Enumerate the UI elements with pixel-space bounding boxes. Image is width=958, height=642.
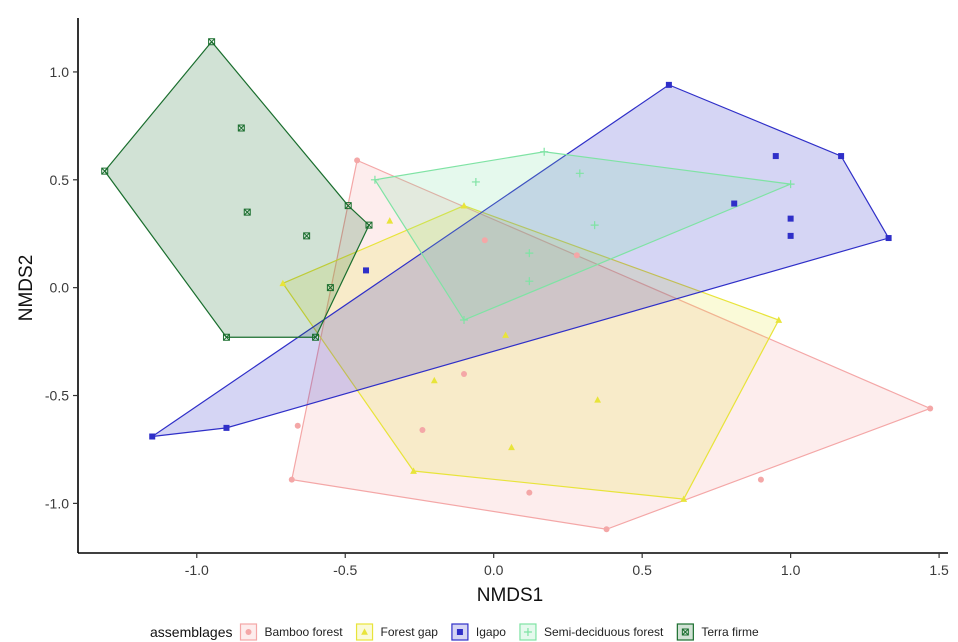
hull-terra-firme <box>103 40 370 338</box>
point-forest-gap-8 <box>508 443 515 451</box>
legend-label-semi-deciduous-forest: Semi-deciduous forest <box>544 625 664 639</box>
point-bamboo-forest-3 <box>481 237 488 244</box>
legend-marker-bamboo-forest <box>245 629 252 635</box>
point-igapo-1 <box>665 81 672 88</box>
point-terra-firme-10 <box>222 333 230 341</box>
point-forest-gap-10 <box>410 467 417 474</box>
point-forest-gap-3 <box>460 202 468 209</box>
point-terra-firme-6 <box>365 221 373 229</box>
y-tick-label: -0.5 <box>45 388 69 404</box>
legend-marker-igapo <box>456 629 463 635</box>
legend-label-igapo: Igapo <box>476 625 506 639</box>
point-igapo-4 <box>731 200 738 207</box>
point-terra-firme-5 <box>344 202 352 210</box>
legend-marker-terra-firme <box>681 628 689 636</box>
point-semi-deciduous-forest-7 <box>525 249 534 258</box>
point-semi-deciduous-forest-5 <box>786 180 795 189</box>
point-bamboo-forest-11 <box>288 476 295 483</box>
y-tick-label: 0.0 <box>50 280 70 296</box>
x-tick-label: 0.5 <box>632 562 652 578</box>
point-bamboo-forest-2 <box>294 422 301 429</box>
point-bamboo-forest-10 <box>603 526 610 533</box>
legend-label-terra-firme: Terra firme <box>701 625 759 639</box>
point-bamboo-forest-1 <box>354 157 361 164</box>
point-semi-deciduous-forest-8 <box>525 277 534 286</box>
y-tick-label: -1.0 <box>45 495 69 511</box>
point-forest-gap-7 <box>594 396 602 403</box>
axes: -1.0 -0.5 0.0 0.5 1.0 1.5 -1.0 -0.5 0.0 0.5 1.0 <box>45 18 949 578</box>
legend-marker-forest-gap <box>361 628 368 635</box>
x-tick-label: -1.0 <box>185 562 209 578</box>
hull-layer <box>103 40 932 530</box>
point-bamboo-forest-7 <box>526 489 533 496</box>
point-semi-deciduous-forest-3 <box>540 147 549 156</box>
point-terra-firme-2 <box>237 124 245 132</box>
point-igapo-7 <box>885 235 892 242</box>
y-axis-title: NMDS2 <box>16 255 37 322</box>
point-bamboo-forest-8 <box>757 476 764 483</box>
point-igapo-8 <box>363 267 370 274</box>
point-forest-gap-5 <box>502 331 509 338</box>
point-semi-deciduous-forest-9 <box>460 316 469 325</box>
point-forest-gap-4 <box>775 316 783 323</box>
point-forest-gap-6 <box>430 376 438 384</box>
point-terra-firme-9 <box>312 333 320 341</box>
point-semi-deciduous-forest-6 <box>590 221 599 230</box>
point-layer <box>101 38 934 533</box>
point-terra-firme-7 <box>303 232 311 240</box>
point-semi-deciduous-forest-4 <box>575 169 584 178</box>
point-forest-gap-9 <box>680 495 688 502</box>
point-igapo-6 <box>787 232 794 239</box>
point-igapo-10 <box>149 433 156 440</box>
legend-label-forest-gap: Forest gap <box>381 625 439 639</box>
point-semi-deciduous-forest-2 <box>471 177 480 186</box>
legend-title: assemblages <box>150 624 233 640</box>
point-bamboo-forest-4 <box>573 252 580 259</box>
point-bamboo-forest-5 <box>461 370 468 377</box>
legend-marker-semi-deciduous-forest <box>523 628 532 636</box>
x-tick-label: 1.5 <box>929 562 949 578</box>
hull-forest-gap <box>281 205 780 500</box>
point-bamboo-forest-6 <box>419 427 426 434</box>
point-semi-deciduous-forest-1 <box>370 175 379 184</box>
point-terra-firme-1 <box>208 38 216 46</box>
point-igapo-9 <box>223 424 230 431</box>
point-igapo-3 <box>772 153 779 160</box>
point-terra-firme-8 <box>326 284 334 292</box>
x-axis-title: NMDS1 <box>477 585 544 606</box>
y-tick-label: 1.0 <box>50 64 70 80</box>
x-tick-label: 1.0 <box>781 562 801 578</box>
x-tick-label: -0.5 <box>333 562 357 578</box>
point-bamboo-forest-9 <box>927 405 934 412</box>
point-forest-gap-1 <box>279 279 287 287</box>
y-tick-label: 0.5 <box>50 172 70 188</box>
point-igapo-5 <box>787 215 794 222</box>
point-igapo-2 <box>838 153 845 160</box>
point-terra-firme-3 <box>101 167 109 175</box>
x-tick-label: 0.0 <box>484 562 504 578</box>
point-terra-firme-4 <box>243 208 251 216</box>
legend: assemblages Bamboo forest Forest gap Igapo S… <box>150 623 759 641</box>
point-forest-gap-2 <box>386 217 394 224</box>
legend-label-bamboo-forest: Bamboo forest <box>265 625 344 639</box>
